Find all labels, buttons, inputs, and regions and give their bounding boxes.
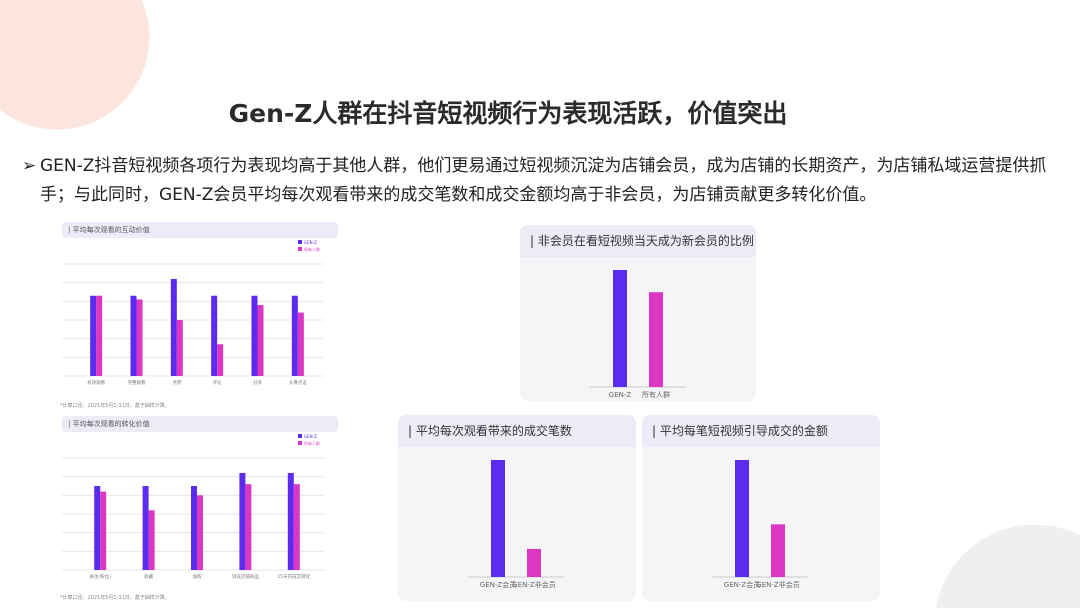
bar (287, 472, 294, 570)
x-tick-label: GEN-Z非会员 (512, 580, 555, 589)
x-tick-label: 关注(粉丝) (89, 573, 111, 580)
bullet-text: GEN-Z抖音短视频各项行为表现均高于其他人群，他们更易通过短视频沉淀为店铺会员… (40, 156, 1047, 205)
legend-swatch (298, 240, 302, 244)
bar (291, 295, 298, 376)
arrow-right-icon: ➢ (22, 156, 37, 176)
chart-interaction-value: | 平均每次观看的互动价值 GEN-Z 所有人群有效观看 完整观看 点赞 评论 分享 头像点… (48, 216, 352, 412)
legend-swatch (298, 434, 302, 438)
bullet-paragraph: ➢ GEN-Z抖音短视频各项行为表现均高于其他人群，他们更易通过短视频沉淀为店铺… (22, 152, 1062, 210)
chart-title: | 平均每笔短视频引导成交的金额 (642, 415, 880, 447)
bar (142, 486, 149, 570)
bar (491, 460, 505, 577)
x-tick-label: 完整观看 (128, 379, 146, 386)
x-tick-label: 有效观看 (87, 379, 105, 386)
chart-new-member-ratio: | 非会员在看短视频当天成为新会员的比例 GEN-Z 所有人群 (520, 225, 756, 401)
x-tick-label: 分享 (253, 379, 262, 386)
x-tick-label: 头像点击 (289, 379, 307, 386)
bar (148, 510, 155, 570)
x-tick-label: GEN-Z (609, 391, 632, 399)
chart-footnote: *计算口径：2021年5月1-31日，基于抽样计算。 (60, 403, 170, 409)
bar (96, 295, 103, 376)
bar (90, 295, 97, 376)
bar (191, 486, 197, 570)
bar (170, 278, 177, 376)
bar (297, 312, 304, 376)
bar (239, 472, 246, 570)
x-tick-label: 评论 (213, 379, 222, 386)
legend-swatch (298, 247, 302, 251)
bar (176, 320, 183, 376)
x-tick-label: 所有人群 (642, 390, 670, 399)
chart-title: | 平均每次观看的互动价值 (62, 222, 338, 238)
x-tick-label: 收藏 (144, 573, 153, 580)
bar (197, 495, 203, 570)
legend-label: GEN-Z (304, 434, 317, 439)
chart-orders-per-view: | 平均每次观看带来的成交笔数 GEN-Z会员 GEN-Z非会员 (398, 415, 636, 601)
x-tick-label: 点赞 (172, 379, 181, 386)
bar (211, 295, 218, 376)
chart-footnote: *计算口径：2021年5月1-31日，基于抽样计算。 (60, 595, 170, 601)
legend-label: 所有人群 (304, 246, 320, 252)
bar (613, 270, 627, 387)
left-chart-panel: | 平均每次观看的互动价值 GEN-Z 所有人群 有效观看 完整观看 点赞 评论 分享 头像点… (48, 216, 352, 606)
legend-label: GEN-Z (304, 240, 317, 245)
decor-circle-top-left (0, 0, 150, 130)
x-tick-label: GEN-Z会员 (724, 580, 760, 589)
bar (251, 295, 258, 376)
bar (100, 491, 107, 570)
bar (735, 460, 749, 577)
chart-title: | 平均每次观看带来的成交笔数 (398, 415, 636, 447)
bar (771, 524, 785, 577)
bar (257, 305, 264, 376)
chart-svg: GEN-Z 所有人群 (590, 270, 686, 399)
x-tick-label: 15天内成交转化 (277, 573, 310, 580)
decor-circle-bottom-right (935, 525, 1080, 608)
page-title: Gen-Z人群在抖音短视频行为表现活跃，价值突出 (228, 99, 788, 128)
chart-conversion-value: | 平均每次观看的转化价值 GEN-Z 所有人群关注(粉丝) 收藏 加购 浏览店铺商品 1… (48, 410, 352, 606)
x-tick-label: GEN-Z非会员 (756, 580, 799, 589)
chart-title: | 非会员在看短视频当天成为新会员的比例 (520, 225, 756, 257)
x-tick-label: GEN-Z会员 (480, 580, 516, 589)
bar (649, 292, 663, 387)
legend-label: 所有人群 (304, 440, 320, 446)
bar (94, 486, 101, 570)
bar (136, 299, 143, 376)
bar (527, 548, 541, 577)
x-tick-label: 加购 (193, 573, 202, 580)
bar (130, 295, 137, 376)
bar (245, 484, 252, 570)
chart-amount-per-order: | 平均每笔短视频引导成交的金额 GEN-Z会员 GEN-Z非会员 (642, 415, 880, 601)
x-tick-label: 浏览店铺商品 (232, 573, 259, 580)
chart-title: | 平均每次观看的转化价值 (62, 416, 338, 432)
bar (217, 344, 224, 376)
legend-swatch (298, 441, 302, 445)
bar (293, 484, 300, 570)
